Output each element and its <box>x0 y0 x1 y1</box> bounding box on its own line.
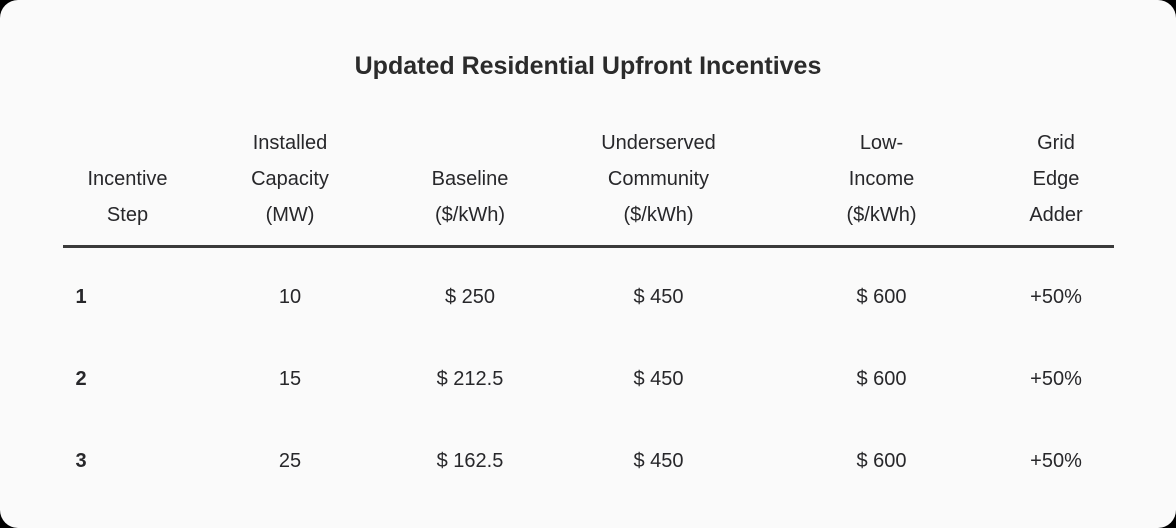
cell-underserved-community: $ 450 <box>633 450 684 472</box>
column-header-underserved-community: Underserved Community ($/kWh) <box>552 125 765 248</box>
cell-low-income: $ 600 <box>856 286 907 308</box>
cell-installed-capacity: 15 <box>278 368 302 390</box>
column-header-installed-capacity: Installed Capacity (MW) <box>192 125 388 248</box>
cell-underserved-community: $ 450 <box>633 368 684 390</box>
column-header-low-income: Low- Income ($/kWh) <box>764 125 999 248</box>
column-header-baseline: Baseline ($/kWh) <box>387 125 553 248</box>
cell-grid-edge-adder: +50% <box>1030 450 1082 472</box>
cell-low-income: $ 600 <box>856 450 907 472</box>
table-row: 1 10 $ 250 $ 450 $ 600 +50% <box>63 247 1114 339</box>
column-header-grid-edge-adder: Grid Edge Adder <box>998 125 1114 248</box>
cell-baseline: $ 212.5 <box>436 368 504 390</box>
header-row: Incentive Step Installed Capacity (MW) B… <box>62 125 1114 248</box>
cell-low-income: $ 600 <box>856 368 907 390</box>
cell-underserved-community: $ 450 <box>633 286 684 308</box>
column-header-incentive-step: Incentive Step <box>62 125 193 248</box>
incentives-table: Incentive Step Installed Capacity (MW) B… <box>62 125 1114 502</box>
cell-incentive-step: 3 <box>75 450 87 472</box>
page-title: Updated Residential Upfront Incentives <box>354 52 822 80</box>
cell-installed-capacity: 10 <box>278 286 302 308</box>
cell-installed-capacity: 25 <box>278 450 302 472</box>
cell-grid-edge-adder: +50% <box>1030 368 1082 390</box>
cell-grid-edge-adder: +50% <box>1030 286 1082 308</box>
cell-baseline: $ 250 <box>444 286 496 308</box>
table-row: 3 25 $ 162.5 $ 450 $ 600 +50% <box>63 420 1114 502</box>
cell-baseline: $ 162.5 <box>436 450 504 472</box>
table-row: 2 15 $ 212.5 $ 450 $ 600 +50% <box>63 338 1114 420</box>
cell-incentive-step: 1 <box>75 286 87 308</box>
cell-incentive-step: 2 <box>75 368 87 390</box>
